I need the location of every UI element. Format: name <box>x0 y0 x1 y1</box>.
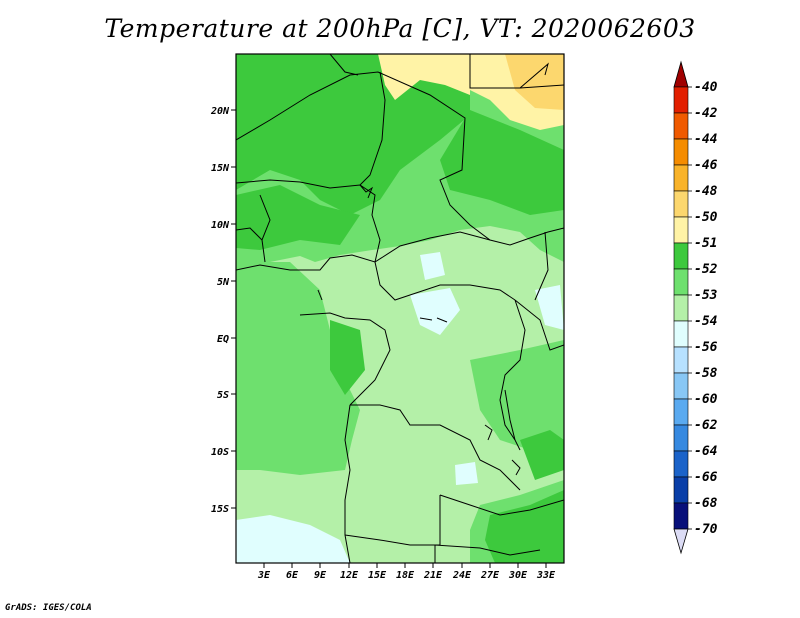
legend-label: -54 <box>694 314 718 329</box>
legend-label: -40 <box>694 80 718 95</box>
lat-label-20n: 20N <box>210 106 230 117</box>
legend-label: -53 <box>694 288 718 303</box>
lon-label-27e: 27E <box>480 570 500 581</box>
map-title: Temperature at 200hPa [C], VT: 202006260… <box>104 14 696 43</box>
color-legend: -40 -42 -44 -46 -48 -50 -51 -52 -53 -54 -56 -58 -60 -… <box>673 60 718 555</box>
lon-label-18e: 18E <box>396 570 415 581</box>
lat-label-5s: 5S <box>217 390 229 401</box>
legend-swatch <box>673 502 689 530</box>
lat-label-15s: 15S <box>211 504 229 515</box>
legend-label: -50 <box>694 210 718 225</box>
legend-swatch <box>673 450 689 478</box>
legend-swatch <box>673 164 689 192</box>
legend-label: -60 <box>694 392 718 407</box>
legend-label: -46 <box>694 158 718 173</box>
legend-label: -66 <box>694 470 718 485</box>
legend-label: -48 <box>694 184 718 199</box>
legend-swatch <box>673 268 689 296</box>
legend-label: -64 <box>694 444 718 459</box>
legend-swatch <box>673 138 689 166</box>
lat-label-10s: 10S <box>211 447 229 458</box>
lon-label-33e: 33E <box>536 570 556 581</box>
lon-label-6e: 6E <box>286 570 299 581</box>
map-frame <box>235 53 565 564</box>
lon-label-24e: 24E <box>452 570 472 581</box>
lon-label-30e: 30E <box>508 570 528 581</box>
legend-swatch <box>673 216 689 244</box>
latitude-axis: 20N 15N 10N 5N EQ 5S 10S 15S <box>210 106 236 515</box>
longitude-axis: 3E 6E 9E 12E 15E 18E 21E 24E 27E 30E 33E <box>257 563 556 581</box>
lat-label-10n: 10N <box>211 220 230 231</box>
legend-label: -58 <box>694 366 718 381</box>
legend-swatch <box>673 476 689 504</box>
legend-swatch <box>673 320 689 348</box>
legend-swatch <box>673 398 689 426</box>
lon-label-3e: 3E <box>257 570 271 581</box>
legend-arrow-bottom <box>673 528 689 555</box>
legend-label: -56 <box>694 340 718 355</box>
legend-label: -62 <box>694 418 718 433</box>
grads-credit: GrADS: IGES/COLA <box>5 603 92 613</box>
legend-swatch <box>673 190 689 218</box>
legend-swatch <box>673 112 689 140</box>
legend-label: -44 <box>694 132 718 147</box>
legend-label: -42 <box>694 106 718 121</box>
country-borders <box>236 54 564 563</box>
legend-arrow-top <box>673 60 689 88</box>
lat-label-eq: EQ <box>217 334 229 345</box>
lon-label-15e: 15E <box>368 570 387 581</box>
lon-label-9e: 9E <box>314 570 327 581</box>
lon-label-12e: 12E <box>340 570 359 581</box>
lon-label-21e: 21E <box>423 570 443 581</box>
legend-label: -70 <box>694 522 718 537</box>
temperature-field <box>236 54 564 563</box>
legend-swatch <box>673 86 689 114</box>
legend-swatch <box>673 242 689 270</box>
legend-swatch <box>673 424 689 452</box>
legend-label: -51 <box>694 236 717 251</box>
legend-label: -52 <box>694 262 718 277</box>
lat-label-15n: 15N <box>211 163 230 174</box>
lat-label-5n: 5N <box>217 277 230 288</box>
legend-swatch <box>673 294 689 322</box>
legend-label: -68 <box>694 496 718 511</box>
legend-swatch <box>673 372 689 400</box>
legend-swatch <box>673 346 689 374</box>
